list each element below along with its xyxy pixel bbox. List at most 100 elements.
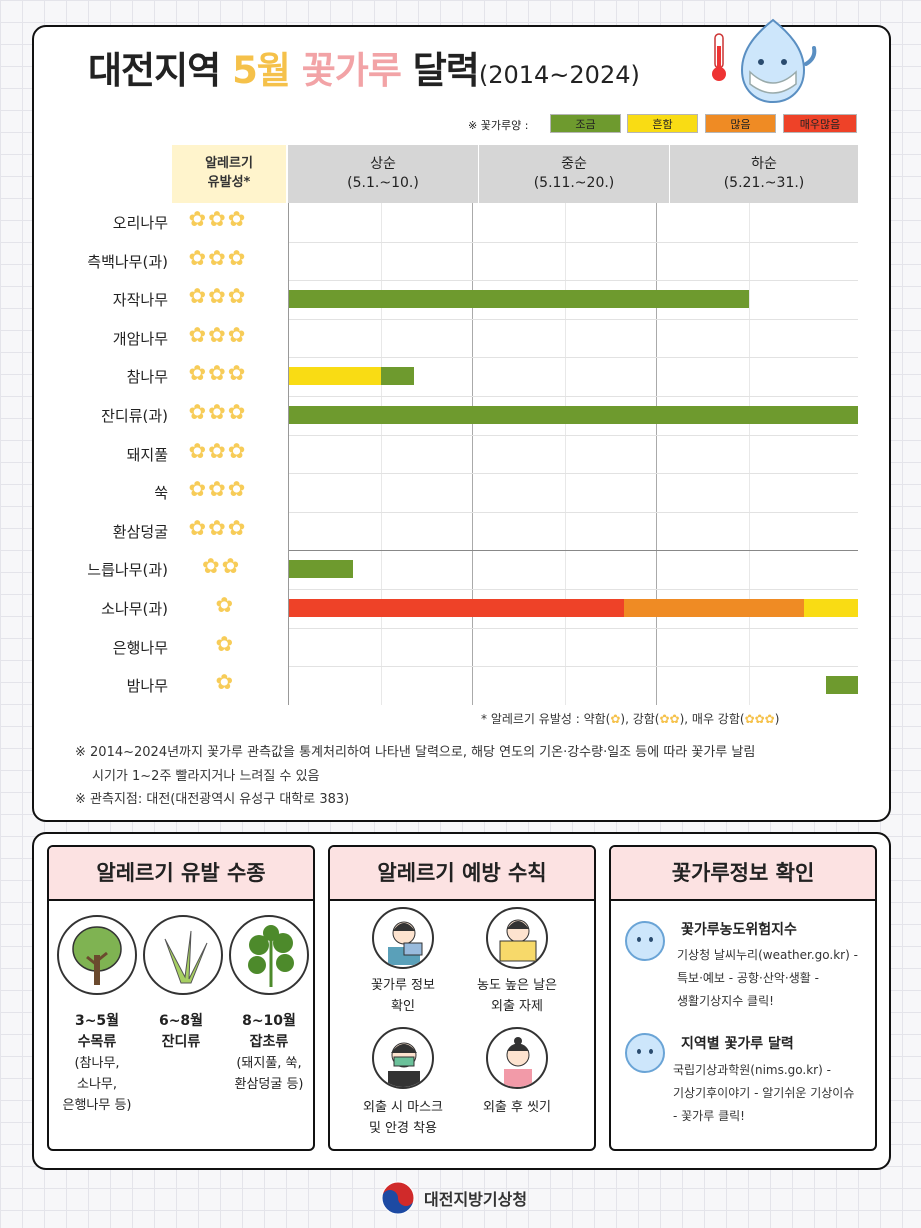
note-line-2: 시기가 1~2주 빨라지거나 느려질 수 있음 [92,769,320,784]
species-type: 수목류 [77,1034,117,1050]
plant-name: 오리나무 [112,214,168,232]
row-gridline [289,627,858,629]
star-weak-icon: ✿ [610,712,621,726]
plant-name: 은행나무 [112,638,168,657]
mascot-icon [740,18,817,104]
minor-gridline [748,203,750,705]
allergy-header-line2: 유발성* [207,175,251,190]
star-very-strong-icon: ✿✿✿ [744,712,775,726]
pollen-bars-grid [288,203,858,705]
plant-name: 느릅나무(과) [87,561,168,580]
row-gridline [289,434,858,436]
period-header-early: 상순 (5.1.~10.) [288,145,479,203]
info-line: 국립기상과학원(nims.go.kr) - [673,1063,831,1077]
row-gridline [289,396,858,397]
allergy-stars: ✿ [215,670,236,695]
species-type: 잡초류 [249,1034,289,1050]
plant-name: 개암나무 [112,329,168,348]
info-title: 지역별 꽃가루 달력 [681,1036,794,1052]
info-line: - 꽃가루 클릭! [673,1109,745,1123]
rule-text: 외출 시 마스크 [362,1100,444,1115]
title-month: 5월 [232,49,291,92]
minor-gridline [564,203,566,705]
info-line: 기상청 날씨누리(weather.go.kr) - [677,948,858,962]
period-gridline [471,203,473,705]
legend-level-very-many: 매우많음 [783,114,857,133]
pollen-bar [289,560,354,579]
allergy-note-mid2: ), 매우 강함( [679,712,745,726]
info-body: 국립기상과학원(nims.go.kr) - 기상기후이야기 - 알기쉬운 기상이… [673,1059,854,1128]
period-name: 상순 [370,156,396,172]
row-gridline [289,318,858,320]
check-info-person-icon [372,907,434,969]
plant-name: 쑥 [154,484,168,503]
title-calendar: 달력 [412,49,480,92]
page-title: 대전지역 5월 꽃가루 달력(2014~2024) [88,40,640,94]
row-gridline [289,550,858,552]
species-months: 6~8월 [158,1013,204,1029]
title-region: 대전지역 [88,49,221,92]
plant-name: 돼지풀 [126,445,168,464]
plant-name: 참나무 [126,368,168,387]
info-line: 특보·예보 - 공항·산악·생활 - [677,971,819,985]
period-gridline [655,203,657,705]
mascot-small-icon [625,1033,665,1073]
thermometer-icon [712,33,726,81]
plant-name: 소나무(과) [101,600,168,618]
note-line-3: ※ 관측지점: 대전(대전광역시 유성구 대학로 383) [75,792,350,807]
rule-text: 농도 높은 날은 [476,978,558,993]
row-gridline [289,357,858,359]
pollen-legend-label: ※ 꽃가루양 : [468,119,529,132]
pollen-bar [289,367,400,386]
organization-name: 대전지방기상청 [424,1190,528,1209]
taegeuk-logo-icon [381,1181,415,1215]
grass-icon [143,915,223,995]
pollen-bar [380,367,415,386]
row-gridline [289,666,858,668]
allergy-stars: ✿ [215,593,236,617]
star-strong-icon: ✿✿ [659,712,680,726]
weed-icon [229,915,309,995]
species-detail: (돼지풀, 쑥, [236,1056,302,1071]
pollen-info-card: 꽃가루정보 확인 꽃가루농도위험지수 기상청 날씨누리(weather.go.k… [609,845,877,1151]
rule-text: 외출 자제 [491,999,543,1014]
minor-gridline [380,203,382,705]
plant-name: 자작나무 [112,291,168,310]
row-gridline [289,241,858,243]
period-range: (5.21.~31.) [723,175,805,191]
species-detail: 소나무, [76,1077,117,1092]
rule-text: 외출 후 씻기 [482,1100,552,1115]
allergy-stars: ✿✿✿ [188,207,248,231]
row-gridline [289,511,858,513]
allergy-species-card: 알레르기 유발 수종 3~5월 수목류 (참나무, 소나무, 은행나무 등) 6… [47,845,315,1151]
pollen-bar [825,676,858,695]
allergy-stars: ✿✿✿ [188,245,248,270]
allergy-header-line1: 알레르기 [205,156,253,171]
wash-person-icon [486,1027,548,1089]
mask-person-icon [372,1027,434,1089]
species-detail: 은행나무 등) [62,1098,132,1113]
species-months: 8~10월 [242,1013,296,1029]
title-years: (2014~2024) [478,61,640,89]
period-range: (5.1.~10.) [347,175,419,191]
period-header-late: 하순 (5.21.~31.) [670,145,858,203]
period-header-mid: 중순 (5.11.~20.) [479,145,670,203]
species-months: 3~5월 [74,1013,120,1029]
info-line: 기상기후이야기 - 알기쉬운 기상이슈 [673,1086,855,1100]
allergy-stars: ✿ [215,631,236,656]
species-detail: 환삼덩굴 등) [234,1077,304,1092]
rule-text: 꽃가루 정보 [371,978,435,993]
period-range: (5.11.~20.) [533,175,615,191]
allergy-stars: ✿✿✿ [188,284,248,309]
allergy-stars: ✿✿✿ [188,361,248,386]
footer: 대전지방기상청 [380,1180,527,1216]
plant-name: 환삼덩굴 [112,522,168,541]
row-gridline [289,473,858,475]
pollen-bar [623,599,823,617]
allergy-header: 알레르기 유발성* [172,145,286,203]
pollen-bar [289,406,858,424]
card-title: 알레르기 예방 수칙 [330,847,594,901]
legend-level-many: 많음 [705,114,776,133]
rule-text: 및 안경 착용 [368,1121,438,1136]
period-name: 중순 [561,156,587,172]
